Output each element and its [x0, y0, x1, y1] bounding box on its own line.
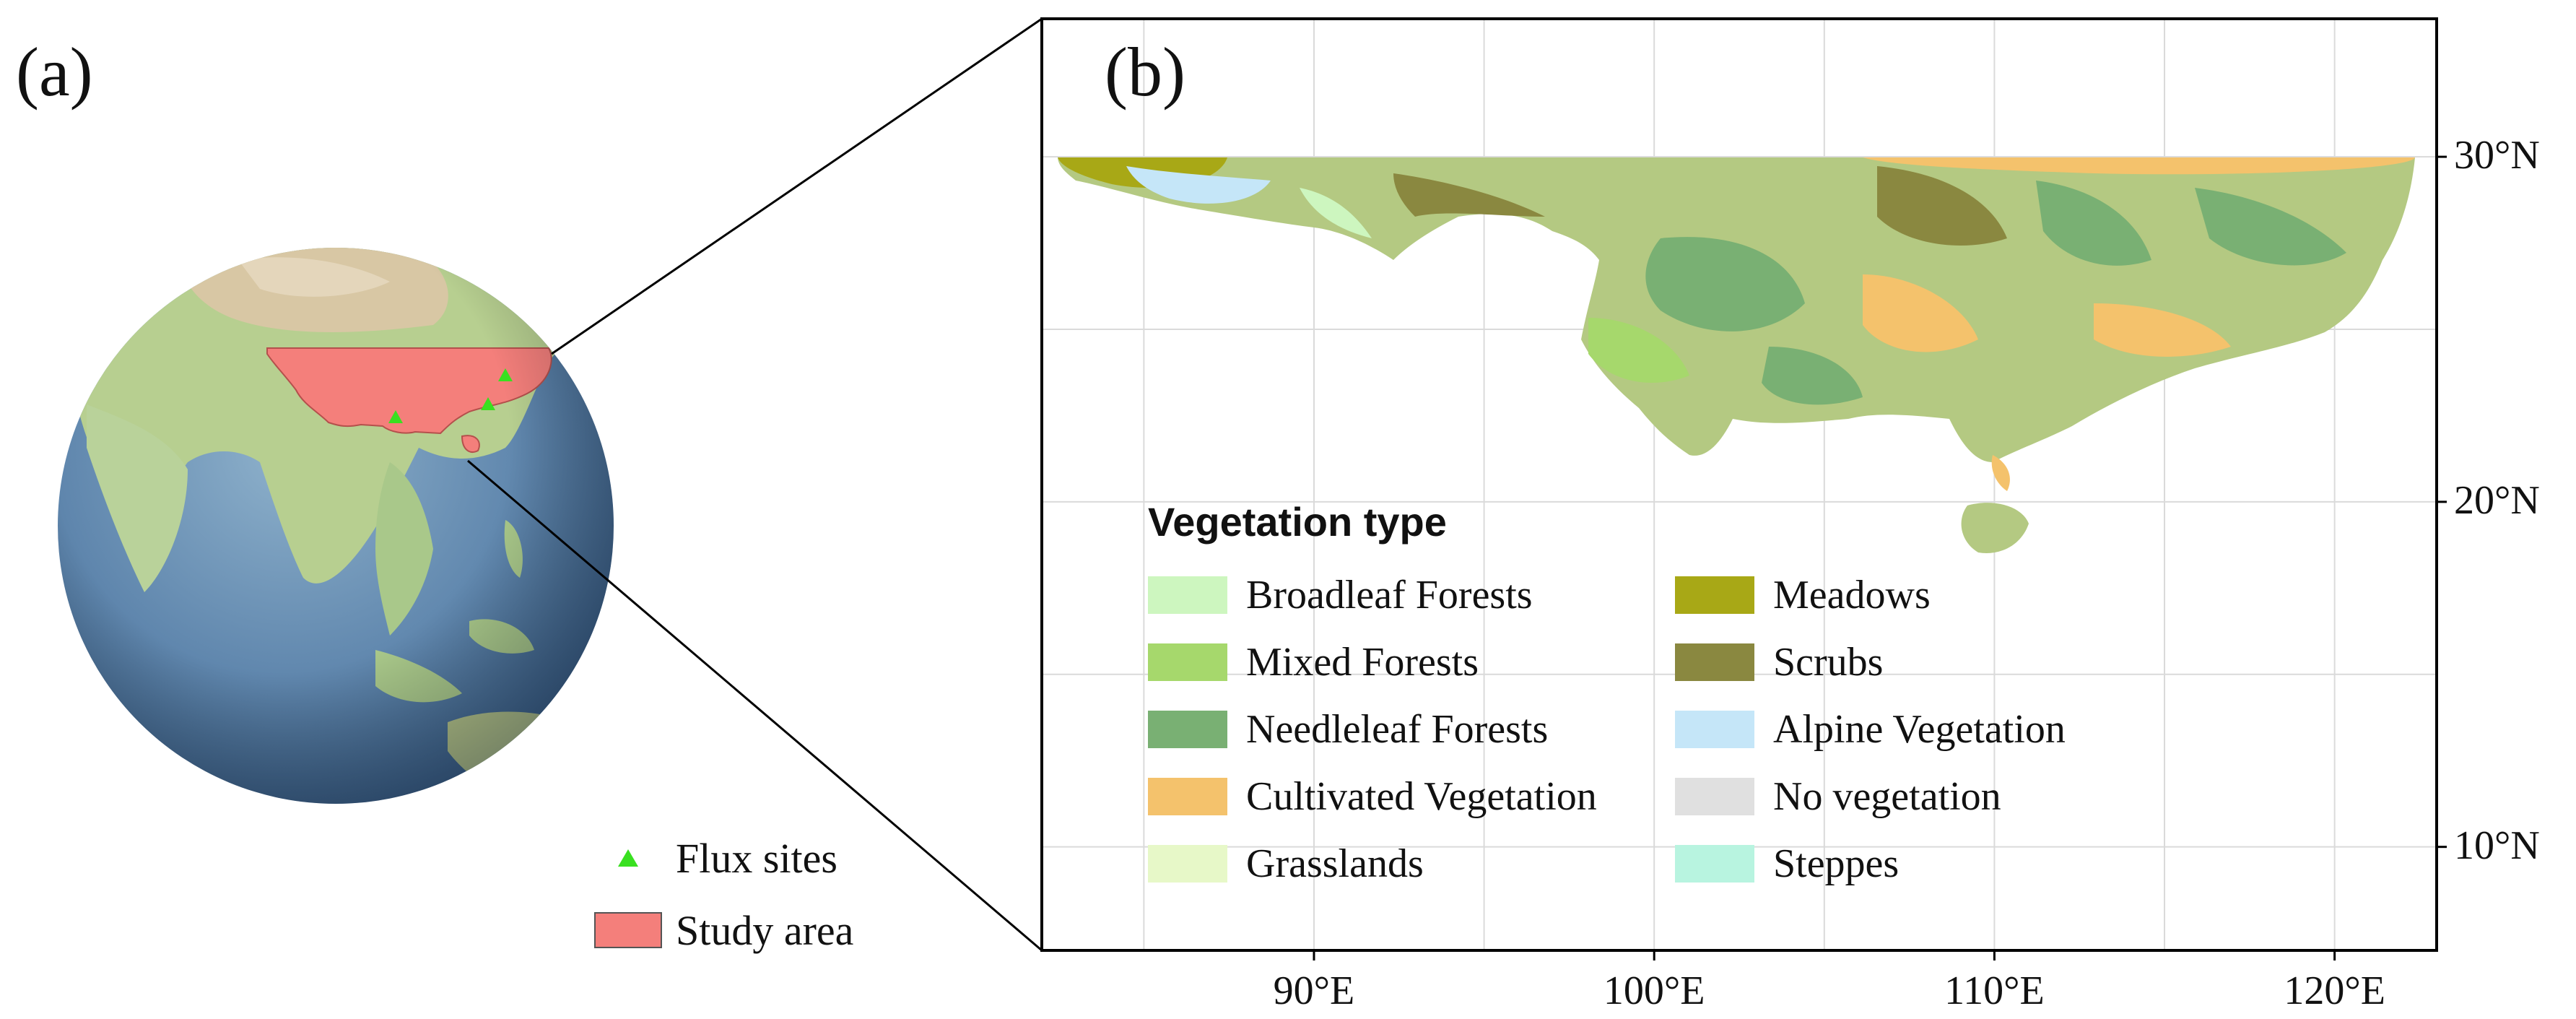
vegetation-swatch	[1148, 710, 1227, 748]
map-tick-marks	[1313, 155, 2447, 961]
vegetation-label: Mixed Forests	[1246, 639, 1479, 685]
vegetation-legend-item: Meadows	[1675, 561, 2202, 628]
vegetation-legend-item: No vegetation	[1675, 763, 2202, 830]
vegetation-swatch	[1148, 576, 1227, 614]
vegetation-legend-item: Scrubs	[1675, 628, 2202, 695]
vegetation-label: Cultivated Vegetation	[1246, 773, 1597, 819]
y-tick-label: 20°N	[2454, 477, 2540, 523]
legend-row-flux: Flux sites	[593, 822, 853, 894]
globe	[58, 248, 614, 804]
vegetation-swatch	[1148, 844, 1227, 883]
legend-row-study: Study area	[593, 894, 853, 966]
flux-sites-label: Flux sites	[676, 834, 837, 882]
vegetation-swatch	[1148, 777, 1227, 815]
x-tick-label: 90°E	[1273, 968, 1355, 1013]
vegetation-label: Scrubs	[1773, 639, 1884, 685]
study-area-label: Study area	[676, 906, 854, 954]
vegetation-legend-item: Mixed Forests	[1148, 628, 1675, 695]
y-tick-label: 30°N	[2454, 133, 2540, 178]
vegetation-label: Broadleaf Forests	[1246, 572, 1533, 617]
vegetation-legend-item: Needleleaf Forests	[1148, 695, 1675, 763]
vegetation-legend-item: Steppes	[1675, 830, 2202, 897]
vegetation-label: Needleleaf Forests	[1246, 706, 1549, 752]
vegetation-legend-item: Grasslands	[1148, 830, 1675, 897]
vegetation-label: Alpine Vegetation	[1773, 706, 2066, 752]
vegetation-legend-column: Meadows Scrubs Alpine Vegetation No vegetat…	[1675, 561, 2202, 897]
panel-label-b: (b)	[1105, 33, 1185, 110]
study-area-swatch	[594, 912, 662, 948]
flux-site-marker	[481, 397, 495, 410]
zoom-connector-line	[551, 17, 1043, 355]
vegetation-swatch	[1148, 643, 1227, 681]
vegetation-label: No vegetation	[1773, 773, 2001, 819]
vegetation-swatch	[1675, 576, 1754, 614]
vegetation-legend: Vegetation type Broadleaf Forests Mixed F…	[1148, 498, 2202, 897]
vegetation-label: Steppes	[1773, 841, 1900, 886]
y-tick-label: 10°N	[2454, 823, 2540, 868]
vegetation-swatch	[1675, 643, 1754, 681]
vegetation-swatch	[1675, 844, 1754, 883]
globe-legend: Flux sites Study area	[593, 822, 853, 966]
x-tick-label: 110°E	[1944, 968, 2045, 1013]
flux-site-marker	[498, 368, 513, 381]
vegetation-legend-item: Cultivated Vegetation	[1148, 763, 1675, 830]
vegetation-swatch	[1675, 710, 1754, 748]
vegetation-label: Meadows	[1773, 572, 1931, 617]
vegetation-legend-item: Broadleaf Forests	[1148, 561, 1675, 628]
x-tick-label: 100°E	[1603, 968, 1705, 1013]
panel-label-a: (a)	[16, 33, 93, 110]
zoom-connector-line	[467, 459, 1043, 952]
vegetation-label: Grasslands	[1246, 841, 1424, 886]
x-tick-label: 120°E	[2284, 968, 2385, 1013]
map-gridlines	[1042, 19, 2437, 950]
vegetation-legend-column: Broadleaf Forests Mixed Forests Needleleaf…	[1148, 561, 1675, 897]
flux-site-marker	[388, 410, 403, 423]
hainan-island	[1961, 503, 2029, 553]
vegetation-legend-item: Alpine Vegetation	[1675, 695, 2202, 763]
vegetation-swatch	[1675, 777, 1754, 815]
vegetation-legend-title: Vegetation type	[1148, 499, 1447, 545]
flux-sites-triangle-icon	[618, 849, 638, 867]
